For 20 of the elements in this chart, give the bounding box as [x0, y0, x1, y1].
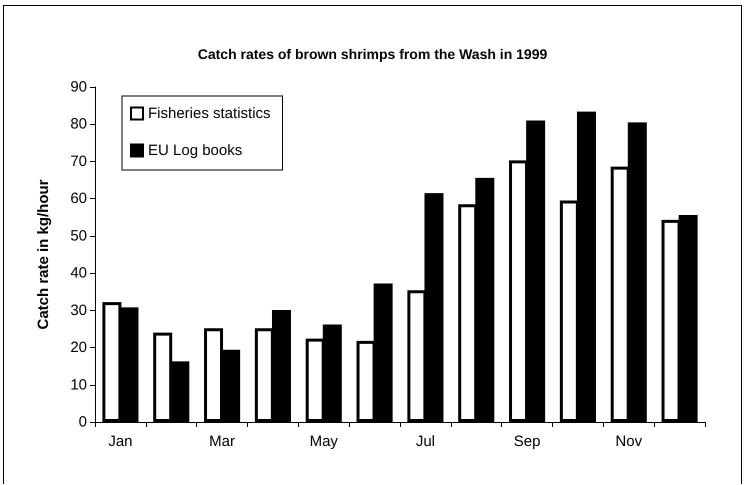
y-tick-label: 90 [70, 78, 87, 96]
legend-label: EU Log books [148, 142, 242, 159]
legend-label: Fisheries statistics [148, 105, 271, 122]
x-tick-label: Nov [615, 433, 643, 450]
y-tick-label: 30 [70, 302, 87, 319]
y-tick-label: 10 [70, 376, 87, 394]
x-tick-label: Mar [209, 433, 236, 450]
y-tick-label: 80 [70, 116, 87, 133]
y-tick-label: 40 [70, 264, 87, 282]
y-tick-label: 60 [70, 190, 87, 208]
x-tick-label: May [310, 433, 338, 450]
chart-title: Catch rates of brown shrimps from the Wash in 1999 [198, 46, 548, 62]
x-tick-label: Jan [108, 433, 133, 450]
x-tick-label: Sep [514, 433, 540, 450]
x-tick-label: Jul [416, 433, 436, 450]
y-tick-label: 70 [70, 152, 87, 170]
y-tick-label: 0 [78, 414, 87, 430]
y-tick-label: 50 [70, 227, 87, 244]
y-axis-title: Catch rate in kg/hour [35, 179, 52, 330]
y-tick-label: 20 [70, 339, 87, 356]
